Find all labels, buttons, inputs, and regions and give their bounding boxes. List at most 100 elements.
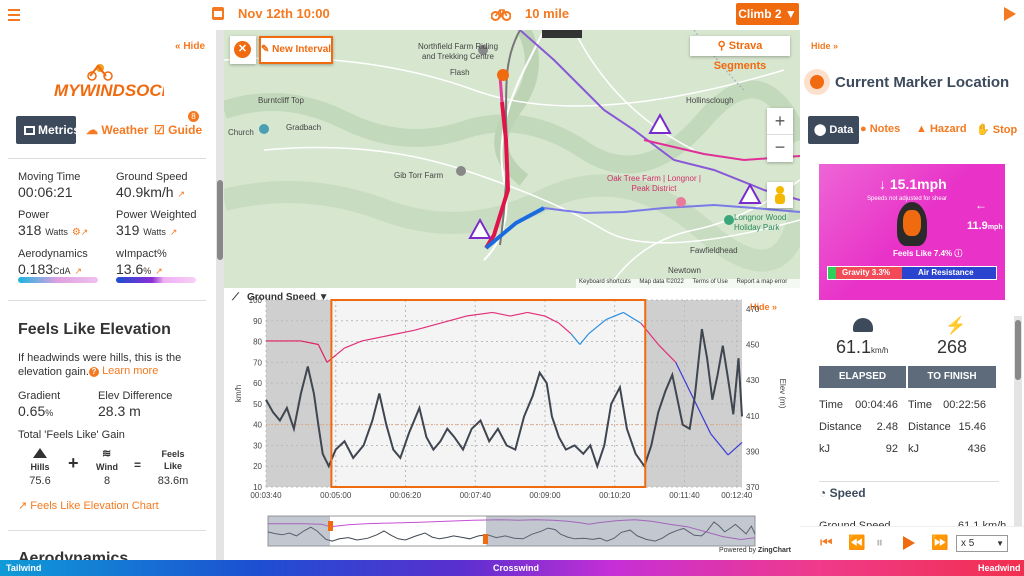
stat-row-elapsed: 92 (885, 443, 898, 455)
rewind-icon[interactable]: ⏪ (848, 534, 866, 550)
elevation-segment (710, 433, 729, 456)
mywindsock-logo: MYWINDSOCK (52, 58, 176, 102)
chart-icon[interactable]: ↗ (155, 266, 163, 276)
y-tick-label: 40 (253, 421, 262, 430)
air-resistance-label: Air Resistance (918, 268, 974, 277)
pause-icon[interactable]: ⏸ (876, 534, 883, 550)
x-tick-label: 00:05:00 (320, 491, 352, 500)
y2-tick-label: 370 (746, 483, 760, 492)
street-view-pegman[interactable] (767, 182, 793, 208)
power-label: Power (18, 209, 50, 221)
tab-weather-label: Weather (101, 123, 149, 137)
feels-like-chart-link[interactable]: ↗ Feels Like Elevation Chart (18, 499, 159, 512)
new-interval-button[interactable]: ✎ New Interval (259, 36, 333, 64)
fast-forward-icon[interactable]: ⏩ (931, 534, 949, 550)
attribution-link[interactable]: Report a map error (736, 279, 788, 285)
tab-data-label: Data (829, 124, 854, 136)
wind-value: 8 (103, 475, 111, 487)
climb-select-button[interactable]: Climb 2 ▼ (736, 3, 799, 25)
right-scrollbar-thumb[interactable] (1015, 320, 1021, 380)
mountain-icon (33, 448, 47, 458)
learn-more-link[interactable]: ? Learn more (89, 365, 158, 377)
y-tick-label: 30 (253, 441, 262, 450)
tab-weather[interactable]: ☁ Weather (86, 116, 148, 144)
gear-icon[interactable]: ⚙ (71, 227, 81, 238)
place-label: Burntcliff Top (258, 96, 304, 105)
date-time[interactable]: Nov 12th 10:00 (238, 6, 330, 21)
help-icon: ? (89, 367, 99, 377)
place-label: Hollinsclough (686, 96, 734, 105)
elevation-segment (588, 319, 607, 335)
close-interval-button[interactable]: ✕ (230, 36, 256, 64)
elevation-segment (509, 311, 528, 317)
plus-sign: + (68, 453, 79, 473)
ground-speed-row-label: Ground Speed (819, 520, 891, 526)
chart-icon[interactable]: ↗ (169, 227, 178, 237)
route-name[interactable]: 10 mile (525, 6, 570, 21)
stat-row-label: Distance (819, 421, 862, 433)
left-scrollbar-thumb[interactable] (217, 180, 223, 260)
tailwind-label: Tailwind (6, 563, 42, 573)
ground-speed-label: Ground Speed (116, 171, 188, 183)
crosswind-arrow: ← (975, 198, 987, 212)
y2-tick-label: 410 (746, 412, 760, 421)
left-scrollbar[interactable] (216, 30, 224, 560)
tab-guide[interactable]: ☑ Guide (154, 116, 202, 144)
gravity-air-bar: Gravity 3.3% Air Resistance (827, 266, 997, 280)
strava-segments-label: Strava Segments (713, 40, 767, 72)
map[interactable]: Northfield Farm Riding and Trekking Cent… (224, 30, 800, 288)
attribution-link[interactable]: Terms of Use (692, 279, 728, 285)
speed-series-line (265, 328, 743, 470)
tab-metrics[interactable]: Metrics (16, 116, 80, 144)
place-label: Flash (450, 68, 470, 77)
navigator-mask (486, 516, 755, 546)
bicycle-icon (490, 7, 512, 21)
elevation-segment (579, 333, 590, 345)
zoom-in-button[interactable]: + (767, 108, 793, 135)
wind-speed-value: ↓ 15.1mph (879, 176, 947, 192)
stat-row-finish: 15.46 (958, 421, 986, 433)
hide-left-panel-link[interactable]: « Hide (175, 41, 206, 52)
speed-elevation-chart[interactable]: 10 20 30 40 50 60 70 80 90 100 00:03:40 00:05:00 00:… (224, 288, 800, 548)
hide-chart-link[interactable]: Hide » (750, 302, 778, 312)
wimpact-number: 13.6 (116, 261, 144, 277)
chart-icon[interactable]: ↗ (80, 227, 89, 237)
stat-row-label: kJ (819, 443, 830, 455)
tab-data[interactable]: ⬤ Data (808, 116, 860, 144)
crosswind-speed: 11.9mph (967, 220, 1003, 232)
skip-back-icon[interactable]: ⏮ (820, 534, 833, 550)
strava-segments-button[interactable]: ⚲ Strava Segments (690, 36, 790, 72)
gradient-unit: % (45, 408, 54, 418)
y2-tick-label: 430 (746, 376, 760, 385)
play-icon[interactable] (903, 536, 915, 550)
metric-select-label: Ground Speed ▼ (247, 292, 329, 303)
elev-diff-label: Elev Difference (98, 390, 173, 402)
attribution-link[interactable]: Keyboard shortcuts (579, 279, 631, 285)
playback-speed-select[interactable]: x 5 ▼ (956, 535, 1008, 552)
place-label: Church (228, 128, 254, 137)
chart-icon[interactable]: ↗ (177, 189, 186, 199)
play-icon[interactable] (1004, 7, 1016, 21)
feels-like-desc: If headwinds were hills, this is the ele… (18, 352, 182, 378)
hide-right-panel-link[interactable]: Hide » (811, 41, 839, 51)
powered-by-label: Powered by ZingChart (719, 547, 791, 554)
tab-notes[interactable]: ● Notes (860, 123, 900, 135)
place-label: Gradbach (286, 123, 322, 132)
tab-hazard[interactable]: ▲ Hazard (916, 123, 967, 135)
x-tick-label: 00:06:20 (390, 491, 422, 500)
wind-card: ↓ 15.1mph Speeds not adjusted for shear … (819, 164, 1005, 300)
info-icon[interactable]: ⓘ (954, 249, 963, 258)
stat-row-elapsed: 2.48 (876, 421, 898, 433)
calendar-icon[interactable] (212, 7, 224, 20)
aerodynamics-value: 0.183CdA ↗ (18, 261, 82, 277)
unselected-shade (645, 300, 742, 487)
hamburger-icon[interactable] (8, 9, 20, 21)
pencil-icon: ✎ (261, 44, 270, 55)
chart-icon[interactable]: ↗ (74, 266, 82, 276)
map-canvas (224, 30, 800, 288)
zoom-out-button[interactable]: − (774, 137, 786, 157)
speed-number: 61.1 (836, 337, 872, 357)
tab-stop[interactable]: ✋ Stop (976, 123, 1017, 136)
right-scrollbar[interactable] (1014, 316, 1022, 526)
equals-sign: = (134, 458, 142, 472)
